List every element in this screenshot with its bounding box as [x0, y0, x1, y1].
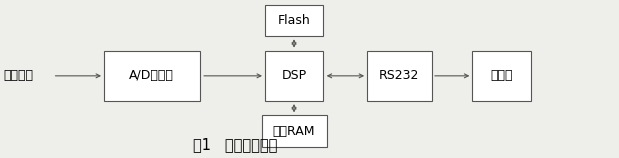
- Bar: [472, 51, 531, 101]
- Bar: [103, 51, 199, 101]
- Bar: [366, 51, 432, 101]
- Text: 模拟信号: 模拟信号: [3, 69, 33, 82]
- Text: DSP: DSP: [282, 69, 306, 82]
- Bar: [265, 51, 324, 101]
- Bar: [261, 115, 327, 147]
- Text: RS232: RS232: [379, 69, 420, 82]
- Text: 图1   系统总体设计: 图1 系统总体设计: [193, 137, 277, 152]
- Text: A/D转换器: A/D转换器: [129, 69, 174, 82]
- Text: 工控机: 工控机: [490, 69, 513, 82]
- Text: 数据RAM: 数据RAM: [273, 125, 315, 138]
- Text: Flash: Flash: [278, 14, 310, 27]
- Bar: [265, 5, 324, 36]
